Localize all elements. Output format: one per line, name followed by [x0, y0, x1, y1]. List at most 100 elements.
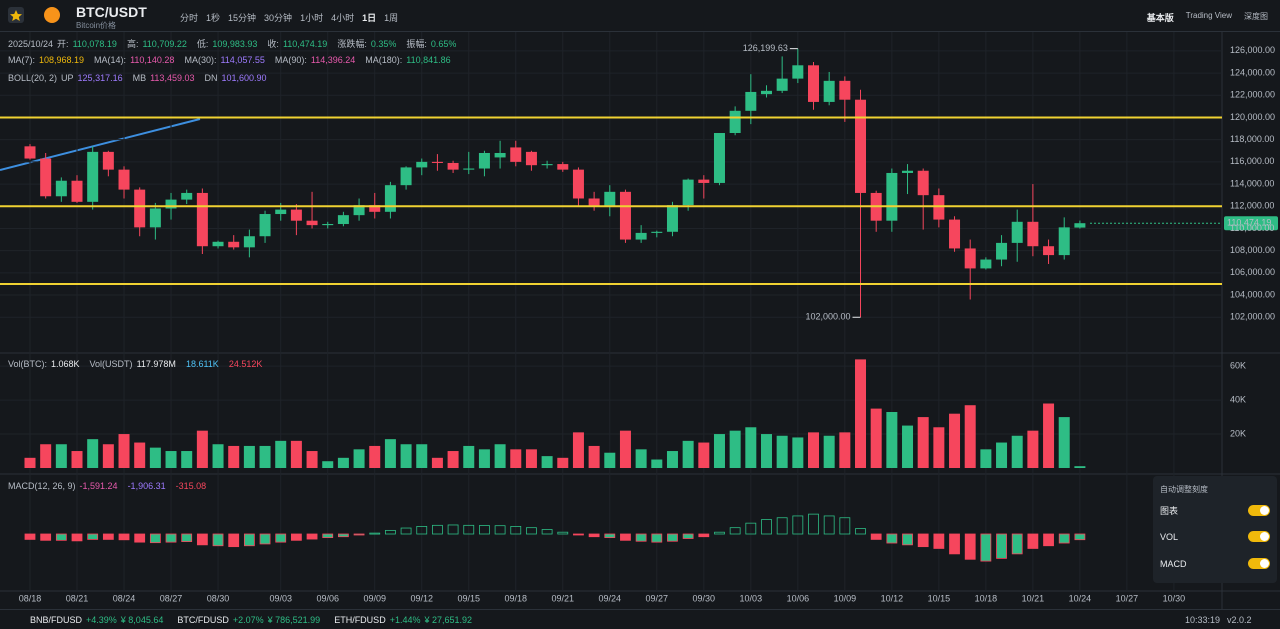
volume-bar	[933, 427, 945, 468]
view-list: 基本版 Trading View 深度图	[1147, 11, 1268, 24]
volume-bar	[243, 445, 255, 468]
interval-button[interactable]: 1秒	[206, 13, 221, 23]
volume-bar	[71, 451, 83, 468]
x-tick-label: 09/06	[316, 593, 339, 603]
interval-button[interactable]: 分时	[180, 13, 199, 23]
candle-body	[949, 219, 961, 249]
x-tick-label: 09/30	[693, 593, 716, 603]
ticker-change: +4.39%	[86, 615, 117, 625]
macd-bar	[196, 533, 208, 546]
x-tick-label: 09/24	[599, 593, 622, 603]
marks	[0, 48, 1278, 562]
field-value: 114,396.24	[310, 55, 356, 65]
toggle-row: 图表	[1160, 504, 1270, 517]
view-tab[interactable]: Trading View	[1185, 11, 1232, 20]
view-tab[interactable]: 基本版	[1146, 13, 1174, 23]
candle-body	[698, 179, 710, 183]
volume-bar	[181, 451, 193, 468]
ticker[interactable]: BTC/FDUSD +2.07% ¥ 786,521.99	[177, 615, 320, 625]
macd-bar	[259, 533, 271, 545]
macd-bar	[996, 533, 1007, 559]
field-value: 117.978M	[136, 359, 176, 369]
candle-body	[996, 242, 1008, 260]
interval-list: 分时 1秒 15分钟 30分钟 1小时 4小时 1日 1周	[180, 11, 398, 24]
candle-body	[964, 248, 976, 269]
macd-bar	[714, 531, 725, 535]
field-value: 0.65%	[430, 38, 457, 49]
macd-bar	[839, 517, 851, 535]
volume-bar	[823, 435, 835, 468]
x-tick-label: 10/15	[928, 593, 951, 603]
candle-body	[541, 164, 553, 166]
field-value: 101,600.90	[221, 73, 267, 83]
volume-bar	[682, 440, 694, 468]
toggle-switch[interactable]	[1248, 558, 1270, 569]
candle-body	[682, 179, 694, 206]
macd-bar	[1011, 533, 1023, 555]
field-value: 18.611K	[185, 359, 219, 369]
volume-bar	[572, 432, 584, 468]
macd-bar	[1074, 533, 1086, 541]
macd-bar	[416, 526, 428, 535]
y-tick-label: 122,000.00	[1230, 90, 1275, 100]
x-tick-label: 09/03	[269, 593, 292, 603]
interval-button[interactable]: 1小时	[300, 13, 324, 23]
view-tab[interactable]: 深度图	[1244, 12, 1268, 21]
macd-bar	[792, 515, 804, 535]
volume-bar	[228, 445, 240, 468]
ticker[interactable]: BNB/FDUSD +4.39% ¥ 8,045.64	[30, 615, 163, 625]
interval-button[interactable]: 30分钟	[264, 13, 293, 23]
field-value: 24.512K	[228, 359, 263, 369]
symbol[interactable]: BTC/USDT	[76, 4, 147, 20]
macd-bar	[588, 533, 600, 538]
candle-body	[839, 80, 851, 100]
macd-bar	[667, 533, 678, 542]
field-value: 113,459.03	[150, 73, 195, 83]
macd-row: MACD(12, 26, 9) -1,591.24 -1,906.31 -315.08	[8, 481, 212, 491]
ticker[interactable]: ETH/FDUSD +1.44% ¥ 27,651.92	[334, 615, 472, 625]
candle-body	[228, 241, 240, 248]
field-value: 0.35%	[370, 38, 397, 49]
candle-body	[666, 205, 678, 232]
volume-bar	[949, 413, 961, 468]
candle-body	[980, 259, 992, 269]
field-label: 收:	[267, 39, 279, 49]
volume-bar	[353, 449, 365, 468]
y-tick-label: 114,000.00	[1230, 178, 1274, 188]
field-label: 振幅:	[406, 39, 427, 49]
volume-bar	[416, 444, 428, 468]
toggle-switch[interactable]	[1248, 505, 1270, 516]
toggle-switch[interactable]	[1248, 531, 1270, 542]
candle-body	[259, 214, 271, 237]
volume-bar	[588, 445, 600, 468]
toggle-label: 图表	[1160, 506, 1179, 516]
candle-body	[1058, 227, 1070, 256]
macd-bar	[870, 533, 882, 540]
volume-bar	[886, 412, 898, 468]
y-tick-label: 106,000.00	[1230, 267, 1275, 277]
candle-body	[243, 236, 255, 248]
interval-button[interactable]: 15分钟	[228, 13, 257, 23]
y-tick-label: 104,000.00	[1230, 289, 1275, 299]
volume-bar	[431, 457, 443, 468]
interval-button[interactable]: 1日	[362, 13, 377, 23]
macd-bar	[1058, 533, 1070, 544]
candle-body	[431, 161, 443, 163]
toolbar-icons	[8, 7, 60, 23]
toggle-row: MACD	[1160, 558, 1270, 569]
field-value: 108,968.19	[39, 55, 85, 65]
grid	[0, 32, 1222, 591]
field-label: Vol(USDT)	[89, 359, 133, 369]
interval-button[interactable]: 1周	[384, 13, 399, 23]
volume-bar	[713, 434, 725, 468]
macd-bar	[698, 533, 710, 538]
field-label: MA(180):	[365, 55, 403, 65]
symbol-subtitle: Bitcoin价格	[76, 21, 117, 30]
x-tick-label: 08/27	[160, 593, 183, 603]
volume-bar	[290, 440, 302, 468]
row-label: BOLL(20, 2)	[8, 73, 58, 83]
interval-button[interactable]: 4小时	[331, 13, 355, 23]
y-tick-label: 110,000.00	[1230, 223, 1274, 233]
macd-bar	[510, 526, 522, 535]
ticker-price: ¥ 8,045.64	[120, 615, 164, 625]
